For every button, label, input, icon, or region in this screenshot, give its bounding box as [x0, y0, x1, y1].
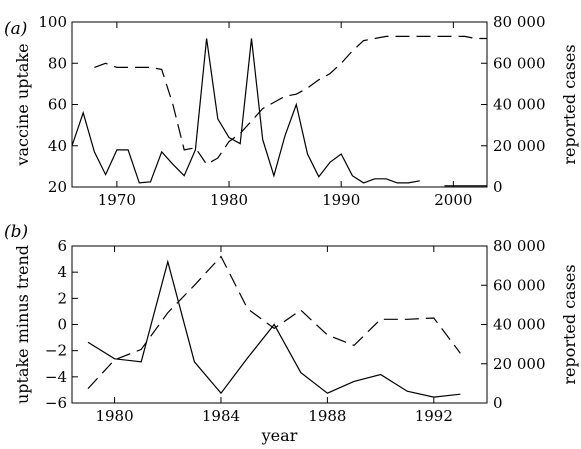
panel-a-y2-tick-label: 80 000: [493, 13, 546, 31]
panel-a-y-tick-label: 40: [48, 137, 67, 155]
panel-a-frame: [71, 21, 488, 188]
panel-b-x-tick-label: 1988: [308, 407, 346, 425]
panel-a-y-tick-label: 100: [38, 13, 67, 31]
panel-b-y-axis-label: uptake minus trend: [13, 245, 32, 404]
panel-a-series-solid-0: [71, 38, 420, 184]
panel-a-y2-tick-label: 40 000: [493, 96, 546, 114]
panel-a-y-tick-label: 20: [48, 178, 67, 196]
panel-b-y-tick-label: 0: [57, 316, 67, 334]
panel-b-y-tick-label: 2: [57, 289, 67, 307]
panel-b-x-tick-label: 1984: [202, 407, 240, 425]
panel-b-x-tick-label: 1992: [415, 407, 453, 425]
panel-b-y2-axis-label: reported cases: [560, 264, 579, 384]
panel-b-frame: [71, 245, 488, 404]
panel-b-series-dashed-1: [87, 255, 461, 390]
panel-a-label: (a): [4, 19, 27, 39]
panel-b-y2-tick-label: 80 000: [493, 237, 546, 255]
panel-a-y-axis-label: vaccine uptake: [13, 43, 32, 166]
panel-b-y-tick-label: −6: [45, 394, 67, 412]
panel-b-x-tick-label: 1980: [95, 407, 133, 425]
panel-b-label: (b): [4, 222, 28, 242]
panel-b-y-tick-label: 4: [57, 263, 67, 281]
panel-b-y-tick-label: −2: [45, 342, 67, 360]
panel-a-y-tick-label: 80: [48, 54, 67, 72]
panel-a-y-tick-label: 60: [48, 96, 67, 114]
panel-b-x-axis-label: year: [261, 426, 298, 445]
panel-b-y2-tick-label: 0: [493, 394, 503, 412]
panel-b-series-solid-0: [87, 259, 461, 398]
panel-b-y-tick-label: −4: [45, 368, 67, 386]
panel-a-y2-tick-label: 60 000: [493, 54, 546, 72]
panel-a-series-dashed-1: [94, 35, 487, 166]
panel-a-x-tick-label: 1990: [322, 191, 360, 209]
panel-b-y2-tick-label: 40 000: [493, 316, 546, 334]
panel-b-y2-tick-label: 20 000: [493, 355, 546, 373]
panel-a-x-tick-label: 1970: [98, 191, 136, 209]
panel-b-y2-tick-label: 60 000: [493, 276, 546, 294]
panel-b-y-tick-label: 6: [57, 237, 67, 255]
panel-a-y2-tick-label: 0: [493, 178, 503, 196]
panel-a-y2-tick-label: 20 000: [493, 137, 546, 155]
panel-a-x-tick-label: 2000: [434, 191, 472, 209]
panel-a-y2-axis-label: reported cases: [560, 44, 579, 164]
panel-a-x-tick-label: 1980: [210, 191, 248, 209]
